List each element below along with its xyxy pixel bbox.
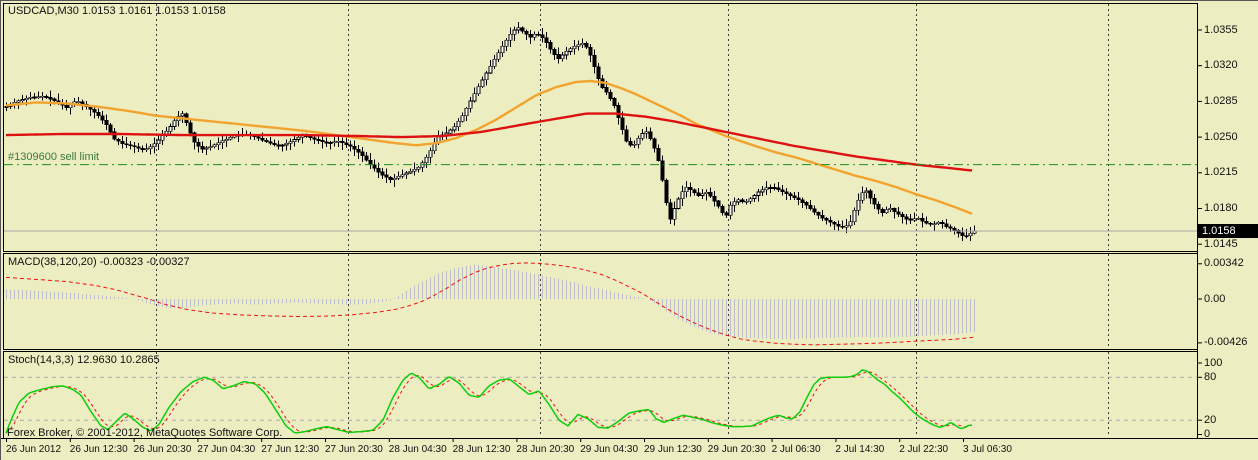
chart-title: USDCAD,M30 1.0153 1.0161 1.0153 1.0158 (8, 5, 226, 17)
stoch-k-line (5, 369, 972, 434)
time-axis-label: 27 Jun 12:30 (261, 444, 320, 455)
stoch-d-line (5, 371, 971, 434)
macd-tick-label: -0.00426 (1204, 336, 1248, 349)
broker-copyright: Forex Broker, © 2001-2012, MetaQuotes So… (7, 427, 283, 439)
time-axis-label: 26 Jun 20:30 (133, 444, 192, 455)
macd-signal-line (5, 262, 975, 346)
time-axis-label: 29 Jun 20:30 (707, 444, 766, 455)
period-separator-grid (156, 4, 1109, 437)
stoch-tick-label: 80 (1204, 370, 1217, 383)
current-price-badge: 1.0158 (1198, 224, 1258, 238)
time-axis-label: 26 Jun 2012 (6, 444, 62, 455)
time-axis-label: 2 Jul 06:30 (771, 444, 821, 455)
time-axis-label: 29 Jun 12:30 (644, 444, 702, 455)
time-axis-label: 29 Jun 04:30 (580, 444, 639, 455)
stoch-indicator-label: Stoch(14,3,3) 12.9630 10.2865 (8, 354, 160, 366)
macd-histogram (6, 265, 975, 340)
price-tick-label: 1.0215 (1204, 166, 1238, 179)
price-tick-label: 1.0355 (1204, 23, 1238, 36)
price-tick-label: 1.0285 (1204, 94, 1238, 107)
time-axis-label: 27 Jun 20:30 (325, 444, 383, 455)
time-axis-label: 26 Jun 12:30 (69, 444, 128, 455)
price-tick-label: 1.0180 (1204, 202, 1238, 214)
macd-tick-label: 0.00 (1204, 292, 1226, 305)
stoch-tick-label: 100 (1204, 356, 1223, 369)
time-axis-label: 3 Jul 06:30 (963, 444, 1012, 455)
time-axis-label: 28 Jun 04:30 (388, 444, 447, 455)
price-tick-label: 1.0320 (1204, 59, 1238, 72)
price-tick-label: 1.0250 (1204, 130, 1238, 143)
time-axis-label: 2 Jul 22:30 (899, 444, 949, 455)
time-axis-label: 28 Jun 20:30 (516, 444, 575, 455)
time-axis-label: 28 Jun 12:30 (452, 444, 511, 455)
stoch-tick-label: 20 (1204, 413, 1217, 426)
sell-limit-order-label: #1309600 sell limit (8, 151, 100, 163)
time-axis-label: 27 Jun 04:30 (197, 444, 256, 455)
ma-slow-red (5, 112, 973, 172)
time-axis-label: 2 Jul 14:30 (835, 444, 885, 455)
ma-fast-orange (5, 79, 973, 215)
macd-tick-label: 0.00342 (1204, 257, 1244, 270)
macd-indicator-label: MACD(38,120,20) -0.00323 -0.00327 (8, 256, 190, 268)
price-tick-label: 1.0145 (1204, 237, 1238, 250)
stoch-tick-label: 0 (1204, 428, 1211, 440)
